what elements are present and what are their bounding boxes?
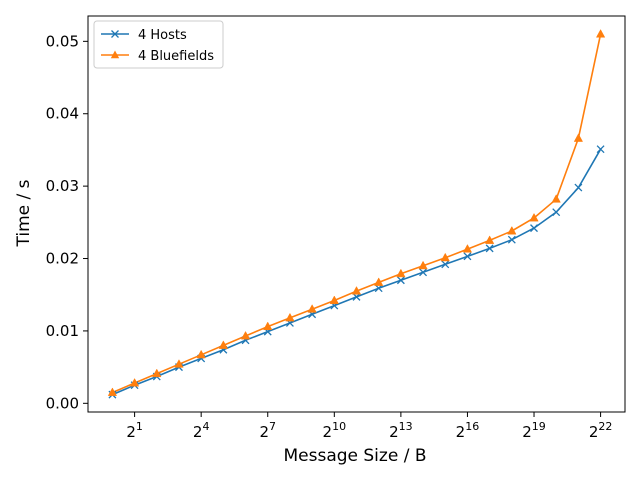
x-tick-exponent: 7 bbox=[269, 420, 276, 433]
x-tick-base: 2 bbox=[259, 423, 269, 441]
data-point bbox=[285, 312, 295, 322]
plot-frame bbox=[87, 15, 626, 413]
data-point bbox=[396, 276, 405, 285]
data-point bbox=[441, 260, 450, 269]
data-point bbox=[551, 194, 561, 203]
legend-label: 4 Bluefields bbox=[138, 49, 214, 64]
data-point bbox=[462, 244, 473, 253]
data-point bbox=[396, 268, 406, 278]
x-axis-label: Message Size / B bbox=[283, 446, 426, 466]
data-point bbox=[485, 244, 494, 253]
data-point bbox=[129, 378, 140, 387]
data-point bbox=[351, 286, 362, 295]
x-tick-label: 24 bbox=[193, 420, 210, 441]
data-point bbox=[329, 295, 339, 304]
x-tick-label: 21 bbox=[126, 420, 143, 441]
x-tick-label: 210 bbox=[323, 420, 347, 441]
x-tick-label: 222 bbox=[589, 420, 613, 441]
x-tick-exponent: 10 bbox=[332, 420, 346, 433]
data-point bbox=[374, 277, 384, 286]
data-point bbox=[529, 212, 539, 222]
y-axis-ticks: 0.00 0.01 0.02 0.03 0.04 0.05 bbox=[46, 32, 88, 412]
x-tick-exponent: 4 bbox=[202, 420, 209, 433]
legend-marker bbox=[110, 50, 120, 59]
data-point bbox=[152, 368, 162, 378]
x-tick-label: 219 bbox=[522, 420, 546, 441]
x-tick-exponent: 22 bbox=[598, 420, 612, 433]
data-point bbox=[196, 349, 206, 359]
data-point bbox=[485, 235, 495, 244]
y-tick-label: 0.05 bbox=[46, 32, 79, 50]
data-point bbox=[218, 340, 228, 349]
x-tick-label: 213 bbox=[389, 420, 413, 441]
legend-label: 4 Hosts bbox=[138, 28, 187, 43]
data-point bbox=[174, 359, 184, 368]
data-point bbox=[352, 292, 361, 301]
data-point bbox=[507, 225, 517, 235]
legend-marker bbox=[111, 30, 119, 38]
y-tick-label: 0.02 bbox=[46, 250, 79, 268]
y-tick-label: 0.00 bbox=[46, 394, 79, 412]
x-tick-exponent: 16 bbox=[465, 420, 479, 433]
data-point bbox=[595, 29, 606, 38]
data-point bbox=[418, 260, 428, 270]
data-point bbox=[107, 387, 118, 396]
x-tick-exponent: 13 bbox=[399, 420, 413, 433]
data-point bbox=[596, 145, 605, 154]
legend-box bbox=[93, 20, 224, 69]
x-tick-exponent: 1 bbox=[136, 420, 143, 433]
y-tick-label: 0.03 bbox=[46, 177, 79, 195]
x-tick-base: 2 bbox=[323, 423, 333, 441]
data-point bbox=[440, 252, 450, 262]
y-axis-label: Time / s bbox=[14, 179, 34, 247]
series-markers bbox=[107, 29, 606, 399]
data-point bbox=[307, 304, 317, 313]
data-point bbox=[263, 321, 273, 331]
legend: 4 Hosts 4 Bluefields bbox=[93, 20, 224, 69]
y-tick-label: 0.04 bbox=[46, 105, 79, 123]
y-tick-label: 0.01 bbox=[46, 322, 79, 340]
x-tick-exponent: 19 bbox=[532, 420, 546, 433]
x-tick-base: 2 bbox=[193, 423, 203, 441]
data-point bbox=[507, 235, 516, 244]
data-point bbox=[419, 268, 428, 277]
data-point bbox=[574, 183, 583, 192]
data-point bbox=[374, 284, 383, 293]
data-point bbox=[240, 330, 251, 340]
x-tick-base: 2 bbox=[456, 423, 466, 441]
data-point bbox=[463, 252, 472, 261]
data-point bbox=[552, 208, 561, 217]
data-point bbox=[530, 224, 538, 233]
x-tick-base: 2 bbox=[389, 423, 399, 441]
x-axis-ticks: 21 24 27 210 213 216 219 222 bbox=[126, 412, 612, 441]
x-tick-label: 216 bbox=[456, 420, 480, 441]
x-tick-base: 2 bbox=[589, 423, 599, 441]
x-tick-base: 2 bbox=[522, 423, 532, 441]
x-tick-label: 27 bbox=[259, 420, 276, 441]
data-point bbox=[573, 133, 584, 142]
x-tick-base: 2 bbox=[126, 423, 136, 441]
